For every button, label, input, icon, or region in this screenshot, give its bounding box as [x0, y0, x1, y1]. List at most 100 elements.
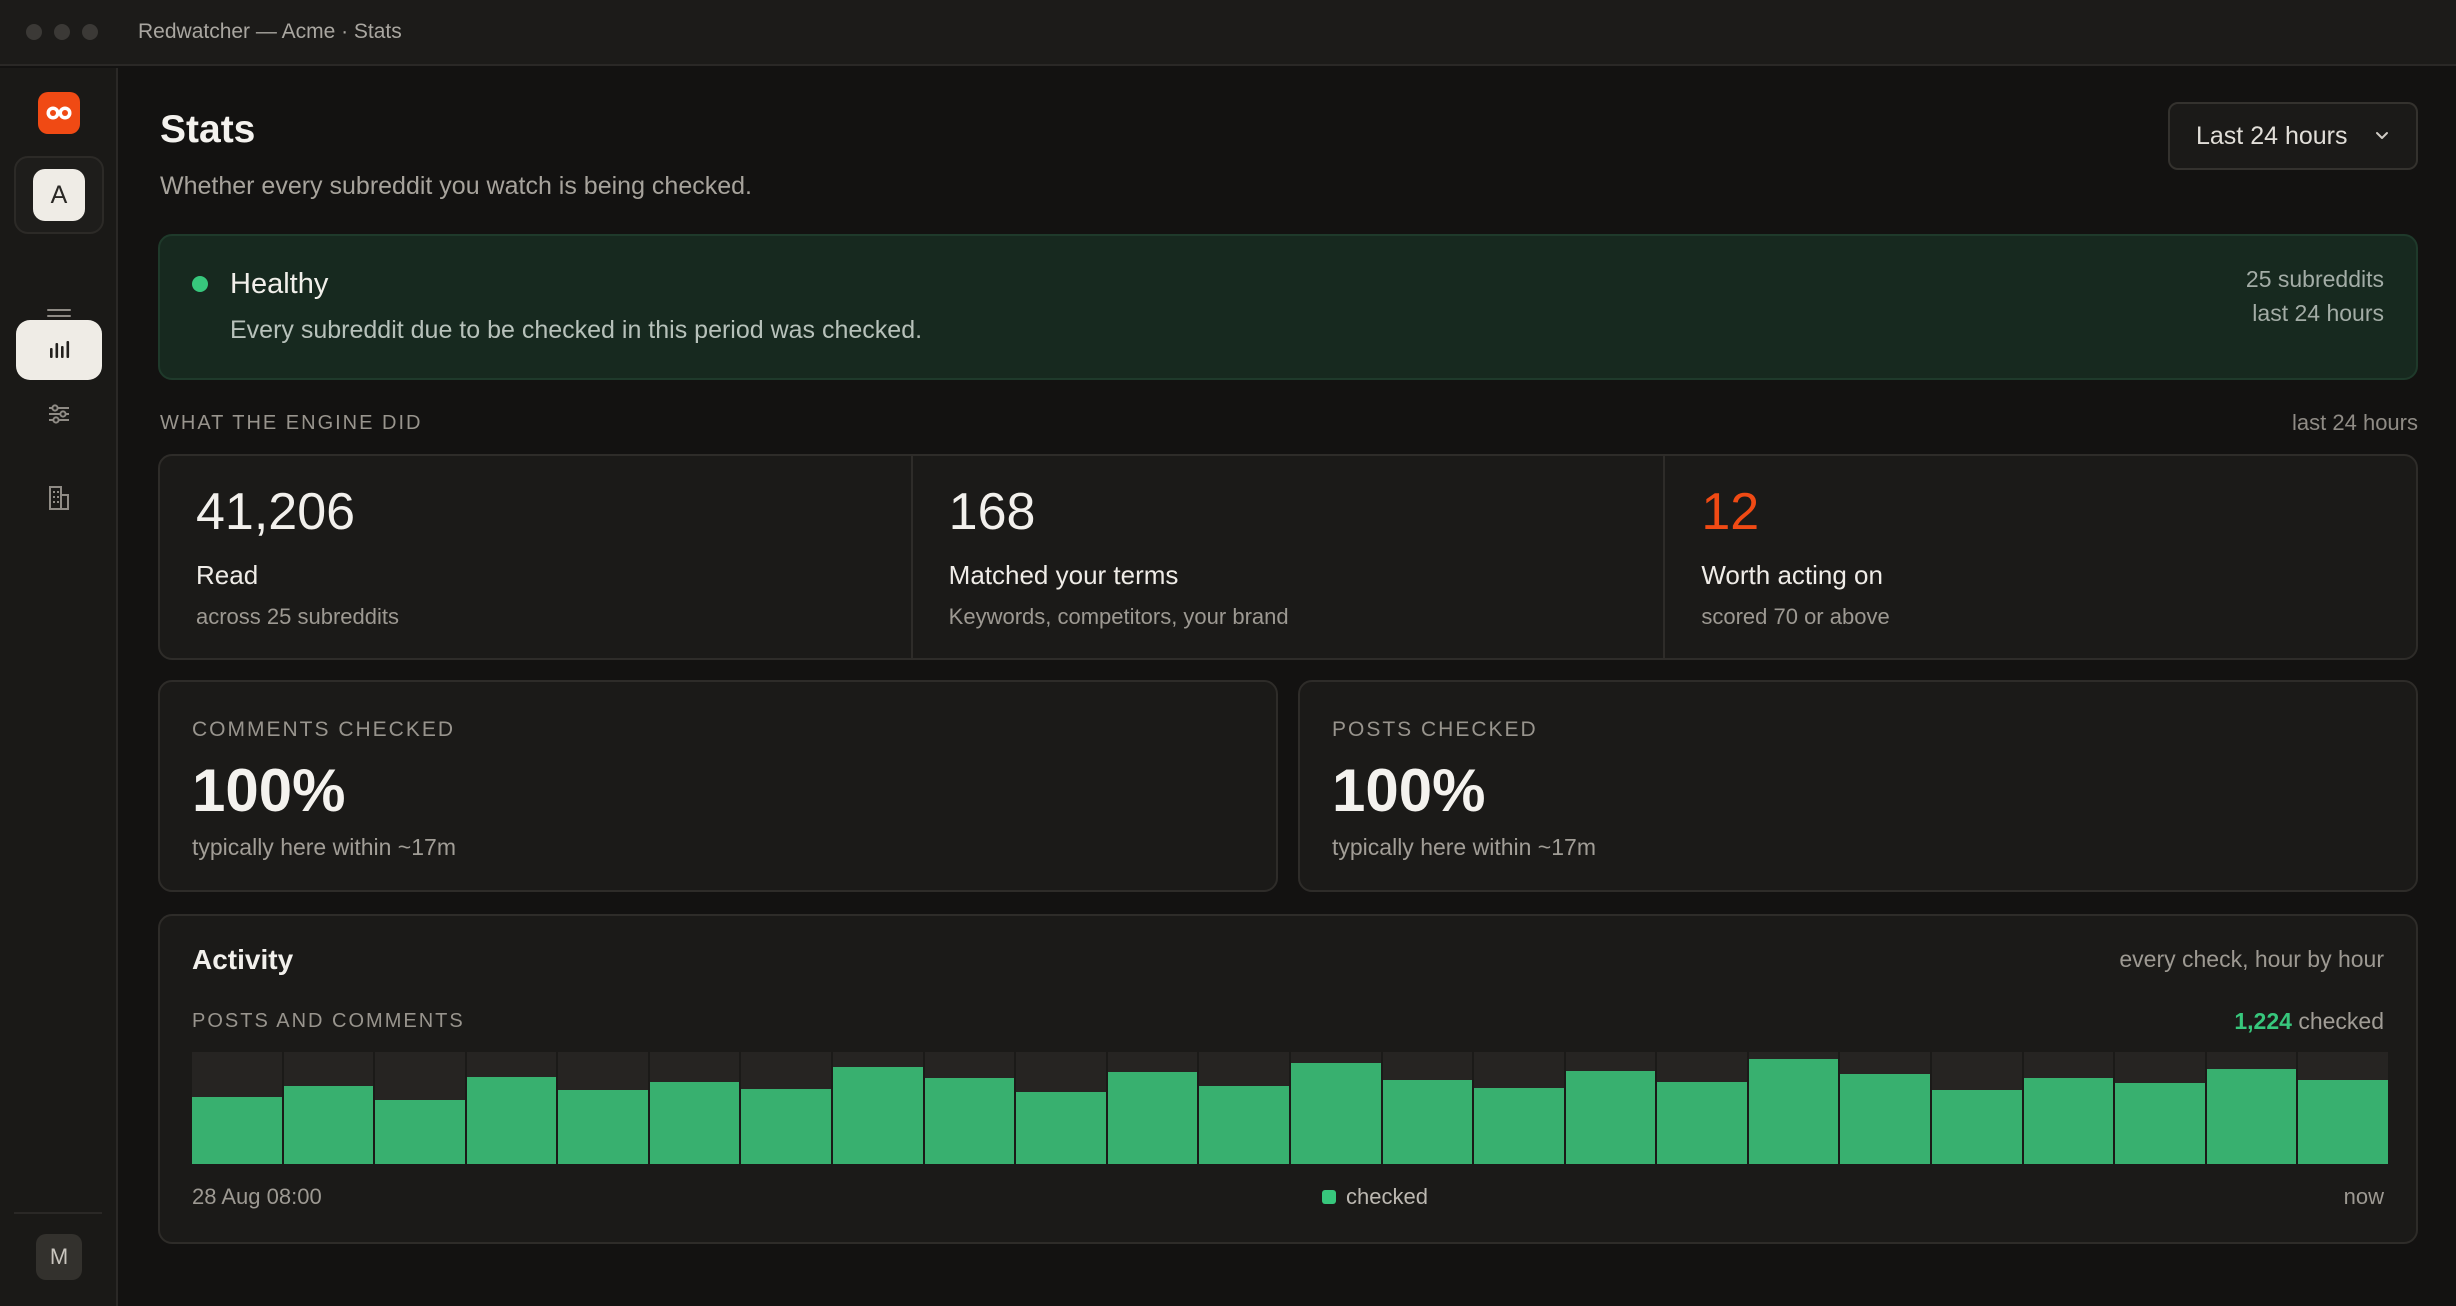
engine-section-period: last 24 hours — [2292, 410, 2418, 435]
health-status: Healthy — [230, 268, 329, 300]
minimize-window-button[interactable] — [54, 24, 70, 40]
bar-slot — [1199, 1052, 1289, 1164]
stat-worth-value: 12 — [1701, 483, 1760, 541]
stat-matched-label: Matched your terms — [948, 560, 1179, 590]
bar-slot — [1382, 1052, 1473, 1164]
activity-bar-11[interactable] — [1107, 1072, 1198, 1164]
time-range-select[interactable]: Last 24 hours — [2168, 102, 2418, 170]
owl-eyes-icon — [46, 106, 72, 120]
sliders-icon — [49, 404, 69, 424]
sidebar-item-feed[interactable] — [16, 286, 102, 346]
activity-bar-1[interactable] — [192, 1096, 282, 1164]
window-controls[interactable] — [26, 24, 98, 40]
activity-bar-24[interactable] — [2298, 1080, 2388, 1164]
bar-slot — [2206, 1052, 2297, 1164]
main-content: Stats Whether every subreddit you watch … — [120, 68, 2456, 1306]
comments-checked-value: 100% — [192, 757, 346, 824]
bar-slot — [1931, 1052, 2022, 1164]
chart-legend: checked — [1322, 1184, 1428, 1210]
activity-bar-22[interactable] — [2115, 1083, 2205, 1164]
bar-slot — [741, 1052, 832, 1164]
comments-checked-card: COMMENTS CHECKED 100% typically here wit… — [158, 680, 1278, 892]
activity-total-suffix: checked — [2298, 1008, 2384, 1034]
activity-meta: every check, hour by hour — [2119, 946, 2384, 972]
activity-bar-chart — [192, 1052, 2388, 1164]
stat-matched: 168 Matched your terms Keywords, competi… — [913, 456, 1666, 658]
activity-bar-4[interactable] — [466, 1076, 557, 1164]
bar-slot — [558, 1052, 648, 1164]
list-icon — [47, 309, 71, 323]
activity-bar-7[interactable] — [741, 1088, 832, 1164]
activity-bar-14[interactable] — [1382, 1080, 1473, 1164]
chart-axis-end: now — [2343, 1184, 2384, 1209]
sidebar-divider — [14, 1212, 102, 1214]
activity-bar-8[interactable] — [833, 1066, 923, 1164]
legend-swatch-icon — [1322, 1190, 1336, 1204]
health-banner: Healthy Every subreddit due to be checke… — [158, 234, 2418, 380]
activity-card: Activity every check, hour by hour POSTS… — [158, 914, 2418, 1244]
activity-bar-3[interactable] — [375, 1100, 465, 1164]
app-logo[interactable] — [38, 92, 80, 134]
bar-slot — [1474, 1052, 1564, 1164]
bar-slot — [1840, 1052, 1930, 1164]
bar-slot — [375, 1052, 465, 1164]
sidebar: A — [0, 68, 118, 1306]
activity-bar-13[interactable] — [1290, 1063, 1381, 1164]
legend-label: checked — [1346, 1184, 1428, 1209]
chevron-down-icon — [2376, 132, 2388, 139]
health-subreddit-count: 25 subreddits — [2245, 266, 2384, 292]
bar-slot — [2023, 1052, 2114, 1164]
activity-bar-19[interactable] — [1840, 1074, 1930, 1164]
posts-checked-card: POSTS CHECKED 100% typically here within… — [1298, 680, 2418, 892]
activity-bar-23[interactable] — [2206, 1068, 2297, 1164]
stat-worth-acting: 12 Worth acting on scored 70 or above — [1665, 456, 2416, 658]
activity-bar-20[interactable] — [1931, 1090, 2022, 1164]
bar-slot — [1016, 1052, 1106, 1164]
bar-slot — [2298, 1052, 2388, 1164]
stat-matched-value: 168 — [948, 483, 1036, 541]
posts-checked-label: POSTS CHECKED — [1332, 718, 1538, 741]
comments-checked-sub: typically here within ~17m — [192, 834, 456, 860]
bar-slot — [1657, 1052, 1747, 1164]
bar-slot — [924, 1052, 1015, 1164]
health-period: last 24 hours — [2252, 300, 2384, 326]
activity-bar-12[interactable] — [1199, 1085, 1289, 1164]
activity-bar-5[interactable] — [558, 1090, 648, 1164]
activity-bar-18[interactable] — [1748, 1058, 1839, 1164]
bar-slot — [1290, 1052, 1381, 1164]
activity-series-label: POSTS AND COMMENTS — [192, 1010, 465, 1032]
comments-checked-label: COMMENTS CHECKED — [192, 718, 456, 741]
page-title: Stats — [160, 108, 256, 151]
activity-bar-15[interactable] — [1474, 1087, 1564, 1164]
stat-worth-sub: scored 70 or above — [1701, 604, 1890, 629]
activity-bar-9[interactable] — [924, 1077, 1015, 1164]
health-description: Every subreddit due to be checked in thi… — [230, 316, 923, 344]
stat-read-value: 41,206 — [196, 483, 356, 541]
zoom-window-button[interactable] — [82, 24, 98, 40]
activity-bar-16[interactable] — [1565, 1071, 1656, 1164]
posts-checked-sub: typically here within ~17m — [1332, 834, 1596, 860]
bar-slot — [192, 1052, 282, 1164]
posts-checked-value: 100% — [1332, 757, 1486, 824]
bar-slot — [283, 1052, 374, 1164]
workspace-switcher[interactable]: A — [14, 156, 104, 234]
stat-read-sub: across 25 subreddits — [196, 604, 399, 629]
engine-section-label: WHAT THE ENGINE DID — [160, 412, 423, 434]
activity-bar-17[interactable] — [1657, 1082, 1747, 1164]
activity-bar-21[interactable] — [2023, 1077, 2114, 1164]
chart-axis-start: 28 Aug 08:00 — [192, 1184, 322, 1209]
building-icon — [49, 486, 69, 510]
user-avatar[interactable]: M — [36, 1234, 82, 1280]
bar-chart-icon — [50, 341, 70, 358]
activity-bar-6[interactable] — [649, 1082, 740, 1164]
sidebar-item-settings[interactable] — [16, 384, 102, 444]
close-window-button[interactable] — [26, 24, 42, 40]
stat-worth-label: Worth acting on — [1701, 560, 1883, 590]
sidebar-item-organization[interactable] — [16, 468, 102, 528]
sidebar-item-stats[interactable] — [16, 320, 102, 380]
activity-bar-10[interactable] — [1016, 1092, 1106, 1164]
activity-bar-2[interactable] — [283, 1085, 374, 1164]
activity-total-value: 1,224 — [2234, 1008, 2292, 1034]
stat-read: 41,206 Read across 25 subreddits — [160, 456, 913, 658]
bar-slot — [649, 1052, 740, 1164]
